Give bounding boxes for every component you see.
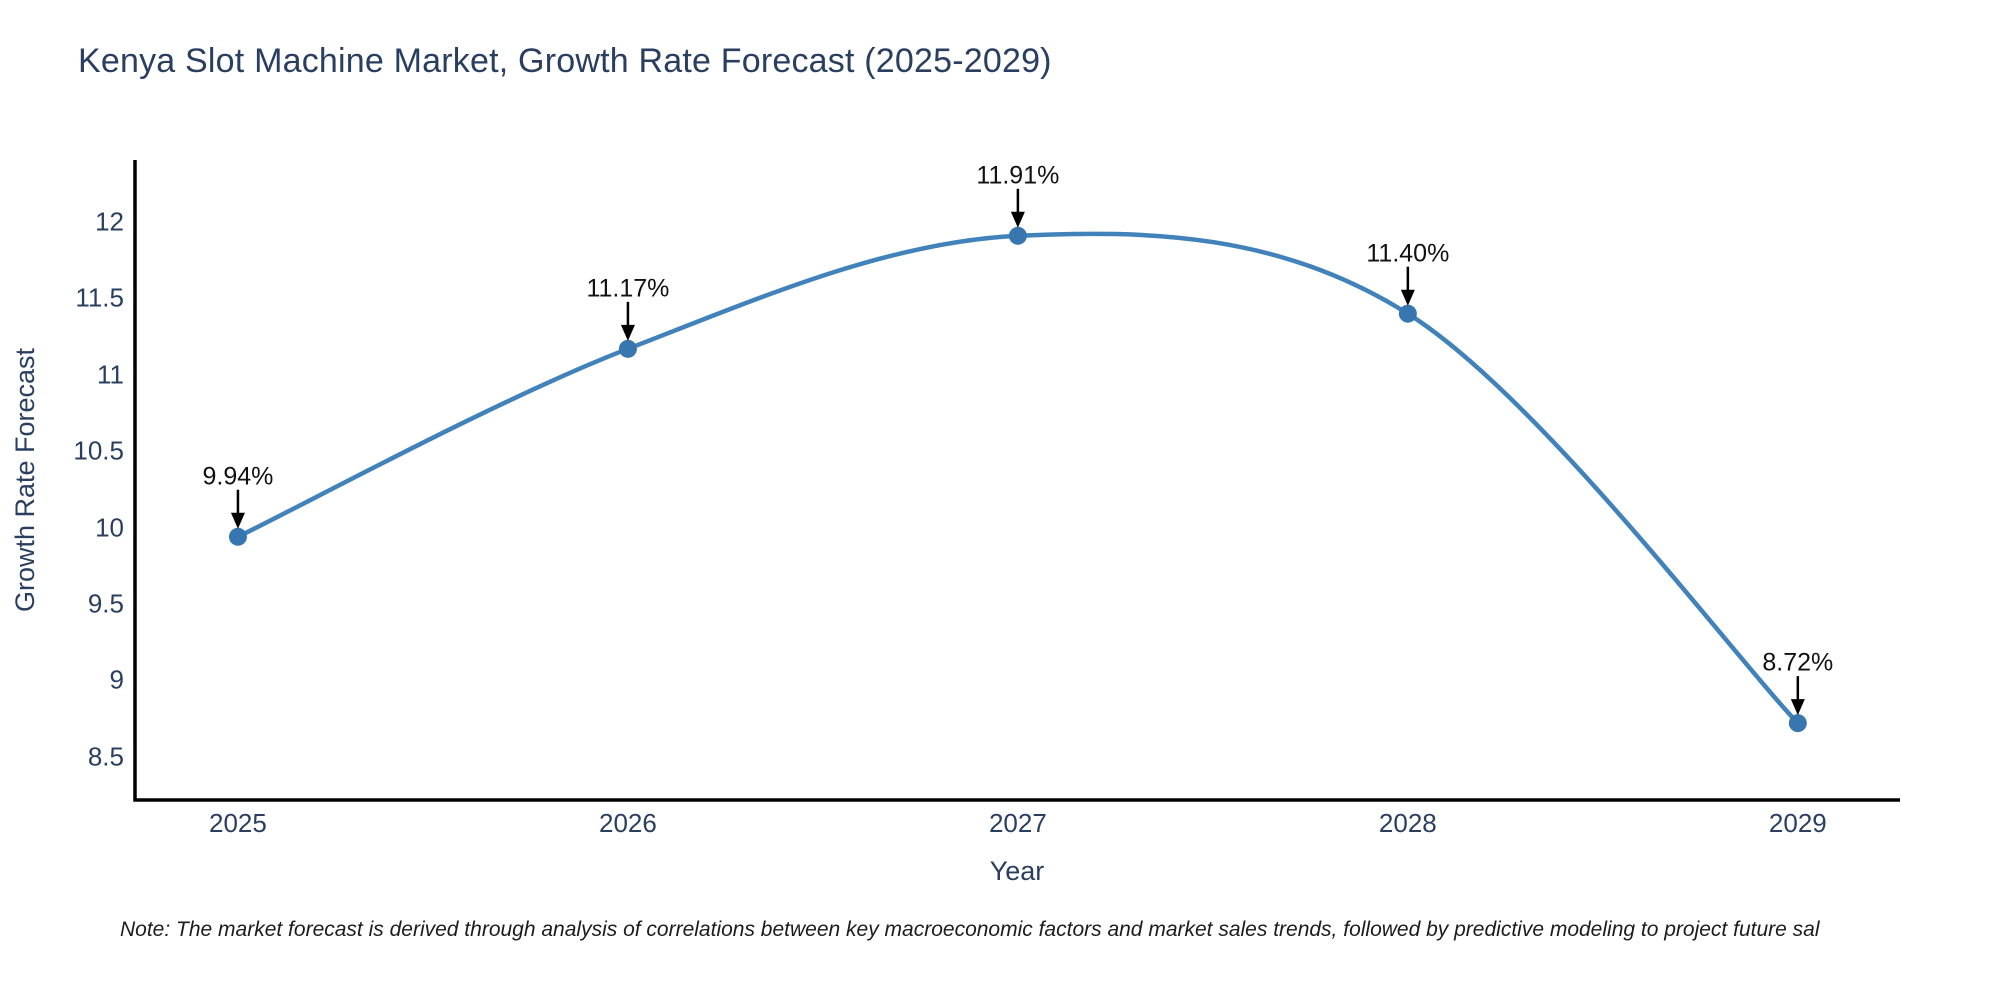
x-axis-title: Year — [989, 856, 1045, 886]
data-point-marker — [1008, 226, 1027, 245]
axis-lines — [133, 160, 1900, 802]
footnote: Note: The market forecast is derived thr… — [120, 918, 1820, 941]
annotation-arrowhead — [1400, 289, 1415, 306]
y-tick-label: 9 — [109, 664, 124, 695]
data-point-marker — [1788, 714, 1807, 733]
data-point-label: 11.40% — [1366, 239, 1450, 268]
data-point-label: 9.94% — [202, 462, 274, 491]
data-point-label: 11.17% — [586, 274, 670, 303]
y-tick-label: 8.5 — [87, 741, 124, 772]
y-tick-label: 9.5 — [87, 588, 124, 619]
x-tick-label: 2028 — [1378, 808, 1437, 838]
y-tick-label: 10 — [95, 512, 124, 543]
data-point-label: 11.91% — [976, 161, 1060, 190]
y-tick-label: 10.5 — [73, 435, 124, 466]
y-tick-label: 11.5 — [75, 282, 124, 313]
x-tick-label: 2029 — [1768, 808, 1827, 838]
data-point-marker — [1398, 304, 1417, 323]
annotation-arrowhead — [1010, 211, 1025, 228]
x-tick-label: 2027 — [988, 808, 1047, 838]
y-tick-label: 12 — [95, 206, 124, 237]
x-tick-label: 2026 — [598, 808, 657, 838]
data-point-label: 8.72% — [1762, 648, 1834, 677]
data-point-marker — [228, 527, 247, 546]
data-point-marker — [618, 339, 637, 358]
trend-line — [236, 231, 1800, 725]
annotation-arrowhead — [230, 512, 245, 529]
chart-title: Kenya Slot Machine Market, Growth Rate F… — [78, 42, 1052, 80]
y-tick-label: 11 — [97, 359, 124, 390]
annotation-arrowhead — [1790, 699, 1805, 716]
x-tick-label: 2025 — [209, 808, 267, 838]
annotation-arrowhead — [620, 324, 635, 341]
